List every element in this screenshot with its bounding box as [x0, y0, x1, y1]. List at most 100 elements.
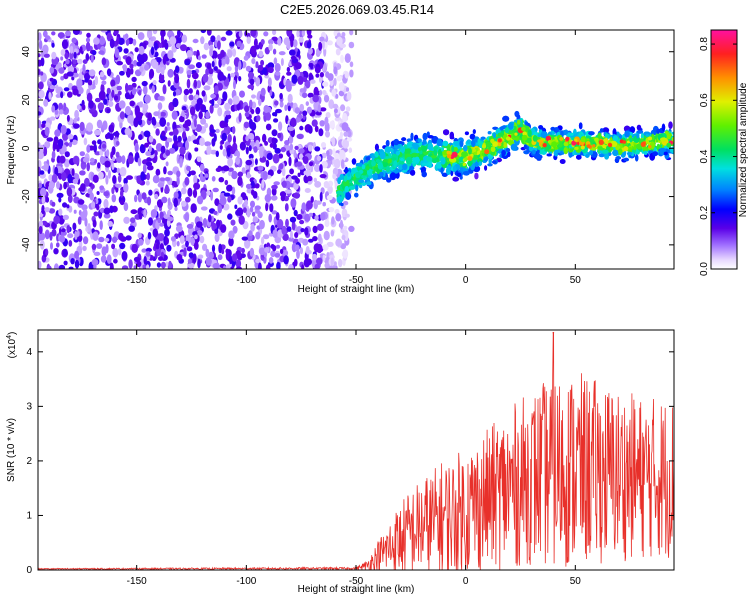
spectrogram-cell: [195, 102, 201, 112]
spectrogram-cell: [169, 36, 177, 46]
y-tick-label: -20: [21, 189, 32, 204]
spectrogram-cell: [144, 94, 151, 104]
spectrogram-cell: [86, 32, 91, 38]
spectrogram-cell: [91, 201, 96, 209]
spectrogram-hotspot: [467, 156, 473, 161]
spectrogram-cell: [51, 201, 56, 207]
spectrogram-cell: [97, 139, 102, 145]
spectrogram-marks: [38, 30, 674, 269]
spectrogram-cell: [199, 137, 205, 147]
spectrogram-cell: [211, 60, 215, 68]
spectrogram-cell: [612, 149, 619, 156]
spectrogram-cell: [138, 89, 142, 96]
spectrogram-cell: [142, 103, 149, 112]
spectrogram-cell: [331, 89, 337, 97]
spectrogram-cell: [259, 219, 265, 230]
spectrogram-cell: [150, 46, 155, 56]
spectrogram-cell: [166, 122, 170, 127]
spectrogram-cell: [290, 198, 297, 208]
spectrogram-cell: [80, 183, 86, 192]
spectrogram-cell: [127, 155, 134, 165]
spectrogram-cell: [528, 145, 534, 152]
spectrogram-cell: [342, 249, 349, 259]
spectrogram-cell: [266, 152, 273, 161]
spectrogram-cell: [226, 184, 233, 192]
spectrogram-cell: [243, 121, 250, 129]
spectrogram-cell: [54, 109, 59, 115]
spectrogram-cell: [91, 140, 97, 145]
spectrogram-cell: [497, 132, 505, 137]
spectrogram-cell: [361, 174, 366, 179]
spectrogram-cell: [54, 166, 59, 177]
spectrogram-cell: [272, 153, 280, 164]
spectrogram-cell: [77, 199, 85, 205]
spectrogram-cell: [85, 41, 91, 52]
spectrogram-cell: [242, 207, 247, 214]
spectrogram-cell: [150, 209, 158, 218]
spectrogram-cell: [319, 36, 325, 42]
spectrogram-cell: [218, 58, 222, 68]
spectrogram-cell: [142, 42, 147, 49]
spectrogram-cell: [188, 94, 194, 101]
spectrogram-cell: [187, 262, 195, 269]
spectrogram-cell: [119, 111, 125, 120]
spectrogram-cell: [168, 131, 174, 136]
spectrogram-cell: [67, 233, 74, 239]
spectrogram-cell: [339, 174, 344, 180]
spectrogram-hotspot: [545, 135, 552, 142]
spectrogram-cell: [137, 238, 144, 246]
spectrogram-cell: [193, 118, 197, 128]
spectrogram-cell: [82, 63, 86, 74]
spectrogram-cell: [525, 121, 528, 126]
spectrogram-cell: [174, 206, 178, 211]
spectrogram-cell: [507, 151, 511, 158]
snr-ylabel: SNR (10 * v/v): [6, 418, 17, 482]
spectrogram-cell: [117, 248, 122, 256]
spectrogram-cell: [663, 151, 668, 156]
spectrogram-cell: [215, 150, 219, 157]
spectrogram-cell: [186, 165, 191, 172]
spectrogram-cell: [85, 53, 90, 62]
spectrogram-cell: [60, 76, 65, 81]
spectrogram-cell: [211, 98, 215, 107]
spectrogram-cell: [108, 170, 111, 179]
spectrogram-cell: [49, 77, 54, 82]
spectrogram-cell: [279, 163, 284, 170]
y-tick-label: 1: [26, 510, 32, 521]
spectrogram-cell: [332, 103, 339, 109]
spectrogram-cell: [197, 55, 201, 61]
spectrogram-cell: [93, 37, 100, 45]
spectrogram-cell: [251, 189, 255, 196]
spectrogram-cell: [319, 77, 323, 84]
spectrogram-cell: [623, 157, 629, 162]
spectrogram-cell: [357, 162, 363, 167]
spectrogram-cell: [289, 216, 297, 223]
spectrogram-cell: [66, 225, 71, 234]
spectrogram-cell: [69, 45, 74, 54]
colorbar-ticks: 0.00.20.40.60.8: [699, 37, 737, 276]
spectrogram-cell: [540, 131, 548, 139]
spectrogram-cell: [323, 182, 330, 189]
spectrogram-cell: [316, 257, 323, 265]
spectrogram-cell: [138, 134, 143, 141]
spectrogram-cell: [288, 156, 292, 167]
spectrogram-cell: [206, 190, 211, 196]
spectrogram-cell: [243, 55, 249, 61]
spectrogram-cell: [464, 131, 469, 136]
spectrogram-cell: [79, 151, 86, 157]
spectrogram-hotspot: [497, 138, 502, 143]
spectrogram-cell: [463, 145, 468, 152]
spectrogram-cell: [190, 170, 196, 176]
spectrogram-cell: [227, 167, 234, 172]
spectrogram-cell: [668, 121, 673, 129]
spectrogram-cell: [176, 170, 181, 178]
spectrogram-cell: [158, 72, 165, 83]
colorbar-tick-label: 0.6: [699, 93, 710, 107]
spectrogram-cell: [43, 99, 49, 107]
spectrogram-cell: [66, 187, 73, 197]
spectrogram-cell: [38, 260, 42, 269]
spectrogram-cell: [214, 228, 219, 234]
spectrogram-cell: [633, 144, 637, 152]
spectrogram-cell: [533, 131, 539, 136]
spectrogram-cell: [213, 133, 217, 142]
